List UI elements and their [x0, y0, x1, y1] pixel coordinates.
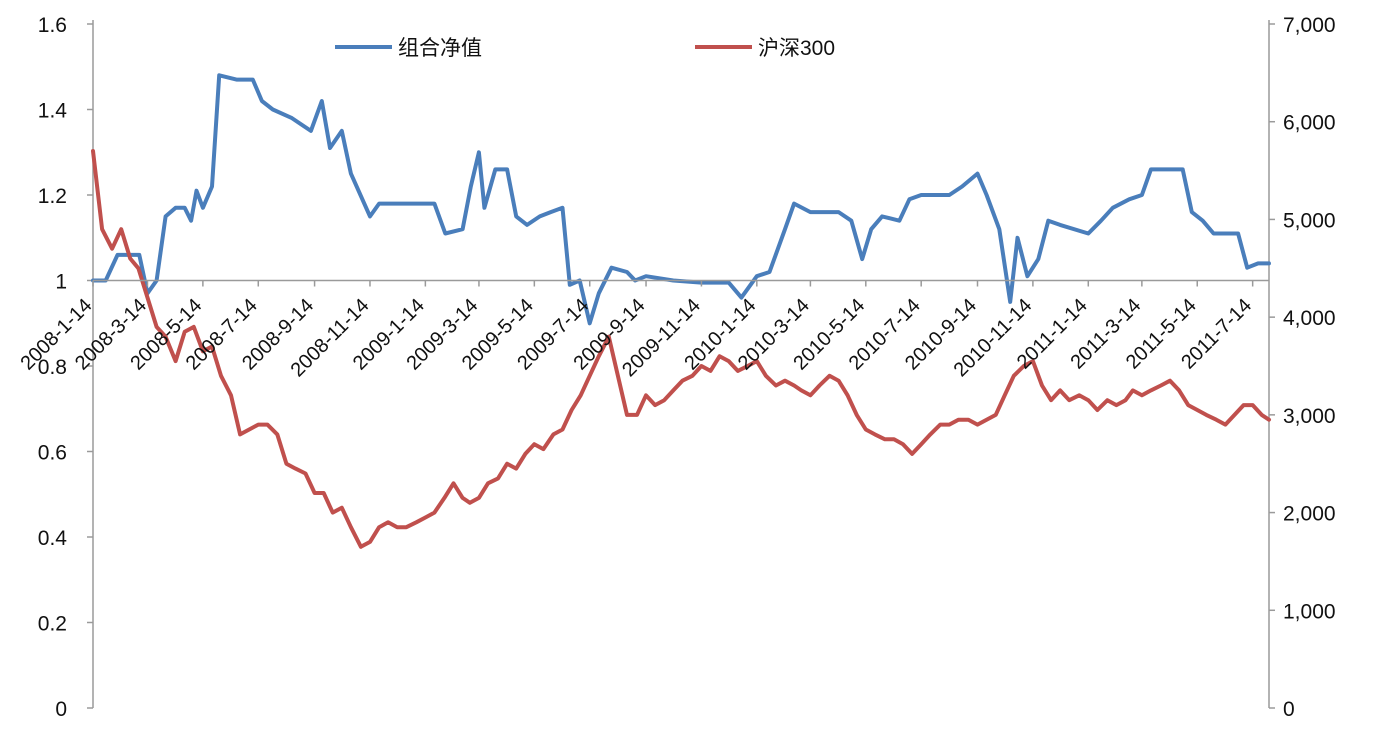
left-y-axis-ticks: 0 0.2 0.4 0.6 0.8 1 1.2 1.4 1.6	[38, 14, 93, 721]
chart-axes	[92, 20, 1270, 708]
right-y-tick-label: 4,000	[1283, 307, 1336, 330]
right-y-tick-label: 6,000	[1283, 112, 1336, 135]
left-y-tick-label: 0.8	[38, 356, 67, 379]
x-axis: 2008-1-142008-3-142008-5-142008-7-142008…	[16, 279, 1269, 381]
left-y-tick-label: 0.6	[38, 442, 67, 465]
left-y-tick-label: 0.2	[38, 613, 67, 636]
right-y-axis-ticks: 0 1,000 2,000 3,000 4,000 5,000 6,000 7,000	[1269, 14, 1336, 721]
right-y-tick-label: 0	[1283, 698, 1295, 721]
left-y-tick-label: 1.6	[38, 14, 67, 37]
series-line-2	[91, 149, 1271, 549]
left-y-tick-label: 1	[55, 271, 67, 294]
legend-label-series-2: 沪深300	[758, 37, 835, 60]
right-y-tick-label: 3,000	[1283, 405, 1336, 428]
left-y-tick-label: 1.4	[38, 100, 68, 123]
right-y-tick-label: 5,000	[1283, 209, 1336, 232]
series-line-1	[91, 73, 1271, 326]
right-y-tick-label: 1,000	[1283, 600, 1336, 623]
chart-legend: 组合净值 沪深300	[335, 37, 835, 60]
right-y-tick-label: 2,000	[1283, 503, 1336, 526]
left-y-tick-label: 0.4	[38, 527, 68, 550]
left-y-tick-label: 0	[55, 698, 67, 721]
left-y-tick-label: 1.2	[38, 185, 67, 208]
legend-label-series-1: 组合净值	[398, 37, 482, 60]
right-y-tick-label: 7,000	[1283, 14, 1336, 37]
